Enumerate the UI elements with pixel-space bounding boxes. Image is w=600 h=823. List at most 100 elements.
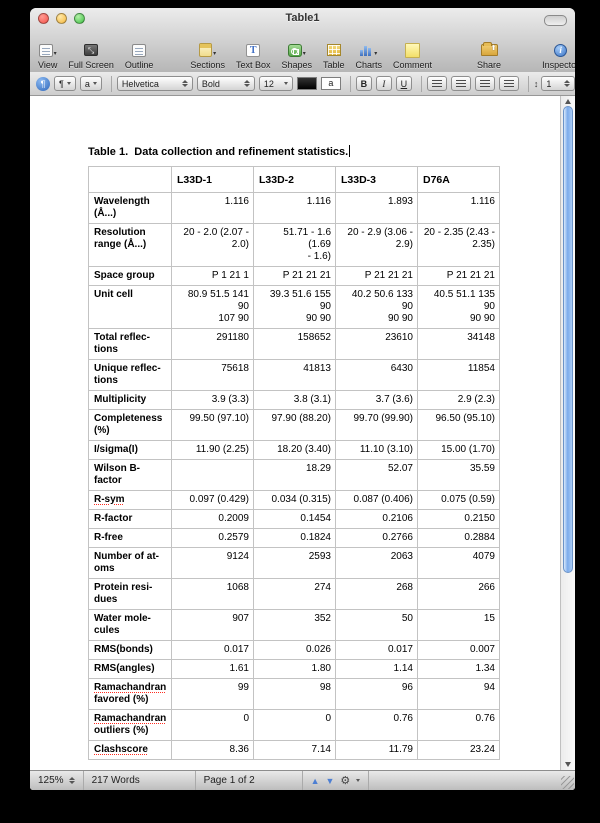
scroll-down-icon[interactable] [565,762,571,767]
table-cell[interactable]: 0.2150 [417,509,500,529]
zoom-level-stepper[interactable]: 125% [30,771,84,790]
row-label[interactable]: R-free [88,528,172,548]
toolbar-shapes-button[interactable]: ▾ Shapes [281,42,312,70]
table-cell[interactable]: 266 [417,578,500,610]
row-label[interactable]: Protein resi-dues [88,578,172,610]
table-cell[interactable]: 1.80 [253,659,336,679]
table-cell[interactable]: 0.2106 [335,509,418,529]
table-cell[interactable]: P 21 21 21 [253,266,336,286]
chevron-down-icon[interactable] [356,779,361,782]
zoom-button[interactable] [74,13,85,24]
table-cell[interactable]: 0.026 [253,640,336,660]
header-cell[interactable]: L33D-3 [335,166,418,193]
table-cell[interactable]: 2.9 (2.3) [417,390,500,410]
table-cell[interactable]: 11.10 (3.10) [335,440,418,460]
toolbar-inspector-button[interactable]: Inspector [542,42,575,70]
italic-button[interactable]: I [375,76,392,91]
table-cell[interactable]: 0.097 (0.429) [171,490,254,510]
row-label[interactable]: Unit cell [88,285,172,329]
align-left-button[interactable] [426,76,447,91]
title-bar[interactable]: Table1 [30,8,575,30]
bold-button[interactable]: B [355,76,372,91]
row-label[interactable]: Ramachandran favored (%) [88,678,172,710]
table-cell[interactable]: 268 [335,578,418,610]
underline-button[interactable]: U [395,76,412,91]
row-label[interactable]: Wilson B-factor [88,459,172,491]
table-cell[interactable]: 0.087 (0.406) [335,490,418,510]
table-cell[interactable]: 40.5 51.1 135 90 90 90 [417,285,500,329]
scroll-up-icon[interactable] [565,99,571,104]
table-cell[interactable]: 0.1824 [253,528,336,548]
table-cell[interactable]: 18.29 [253,459,336,491]
next-page-icon[interactable]: ▼ [325,775,335,786]
row-label[interactable]: Completeness (%) [88,409,172,441]
table-cell[interactable]: 0.76 [417,709,500,741]
font-family-select[interactable]: Helvetica [116,76,193,91]
document-canvas[interactable]: Table 1. Data collection and refinement … [30,96,560,770]
table-cell[interactable]: 20 - 2.9 (3.06 - 2.9) [335,223,418,267]
table-cell[interactable]: 96 [335,678,418,710]
table-cell[interactable]: 291180 [171,328,254,360]
table-cell[interactable]: 99 [171,678,254,710]
row-label[interactable]: R-sym [88,490,172,510]
table-cell[interactable]: 39.3 51.6 155 90 90 90 [253,285,336,329]
row-label[interactable]: Space group [88,266,172,286]
table-cell[interactable]: 20 - 2.0 (2.07 - 2.0) [171,223,254,267]
table-cell[interactable]: 1.893 [335,192,418,224]
table-cell[interactable]: 15 [417,609,500,641]
table-cell[interactable]: 40.2 50.6 133 90 90 90 [335,285,418,329]
table-cell[interactable]: 0.76 [335,709,418,741]
table-cell[interactable]: 3.9 (3.3) [171,390,254,410]
row-label[interactable]: RMS(bonds) [88,640,172,660]
toolbar-outline-button[interactable]: Outline [125,42,153,70]
vertical-scrollbar[interactable] [560,96,575,770]
table-cell[interactable]: 11.79 [335,740,418,760]
table-cell[interactable]: 1068 [171,578,254,610]
table-cell[interactable]: 15.00 (1.70) [417,440,500,460]
table-cell[interactable]: 0.017 [171,640,254,660]
table-cell[interactable]: 0.007 [417,640,500,660]
highlight-color-well[interactable]: a [320,77,341,90]
table-cell[interactable]: 50 [335,609,418,641]
table-cell[interactable]: 1.34 [417,659,500,679]
document-title[interactable]: Table 1. Data collection and refinement … [88,145,351,158]
table-cell[interactable]: 7.14 [253,740,336,760]
table-cell[interactable]: 23610 [335,328,418,360]
table-cell[interactable]: P 21 21 21 [417,266,500,286]
font-size-select[interactable]: 12 [258,76,293,91]
toolbar-toggle-pill[interactable] [544,15,567,26]
table-cell[interactable]: 99.70 (99.90) [335,409,418,441]
table-cell[interactable]: 0.034 (0.315) [253,490,336,510]
table-cell[interactable]: 34148 [417,328,500,360]
table-cell[interactable]: 0.2766 [335,528,418,548]
row-label[interactable]: Resolution range (Å...) [88,223,172,267]
row-label[interactable]: Unique reflec-tions [88,359,172,391]
table-cell[interactable]: 4079 [417,547,500,579]
row-label[interactable]: Multiplicity [88,390,172,410]
toolbar-text-box-button[interactable]: Text Box [236,42,270,70]
table-cell[interactable]: 8.36 [171,740,254,760]
table-cell[interactable]: 1.116 [417,192,500,224]
table-cell[interactable]: 0.2579 [171,528,254,548]
table-cell[interactable]: P 21 21 21 [335,266,418,286]
header-cell[interactable]: L33D-1 [171,166,254,193]
table-cell[interactable]: 35.59 [417,459,500,491]
table-cell[interactable]: 11.90 (2.25) [171,440,254,460]
table-cell[interactable]: 51.71 - 1.6 (1.69 - 1.6) [253,223,336,267]
table-cell[interactable]: 1.61 [171,659,254,679]
table-cell[interactable]: 0.2884 [417,528,500,548]
table-cell[interactable]: 94 [417,678,500,710]
table-cell[interactable] [171,459,254,491]
table-cell[interactable]: 80.9 51.5 141 90 107 90 [171,285,254,329]
table-cell[interactable]: 97.90 (88.20) [253,409,336,441]
row-label[interactable]: Total reflec-tions [88,328,172,360]
minimize-button[interactable] [56,13,67,24]
toolbar-full-screen-button[interactable]: Full Screen [68,42,114,70]
align-justify-button[interactable] [498,76,519,91]
align-center-button[interactable] [450,76,471,91]
table-cell[interactable]: 52.07 [335,459,418,491]
row-label[interactable]: RMS(angles) [88,659,172,679]
row-label[interactable]: Wavelength (Å...) [88,192,172,224]
table-cell[interactable]: 3.7 (3.6) [335,390,418,410]
table-cell[interactable]: 907 [171,609,254,641]
